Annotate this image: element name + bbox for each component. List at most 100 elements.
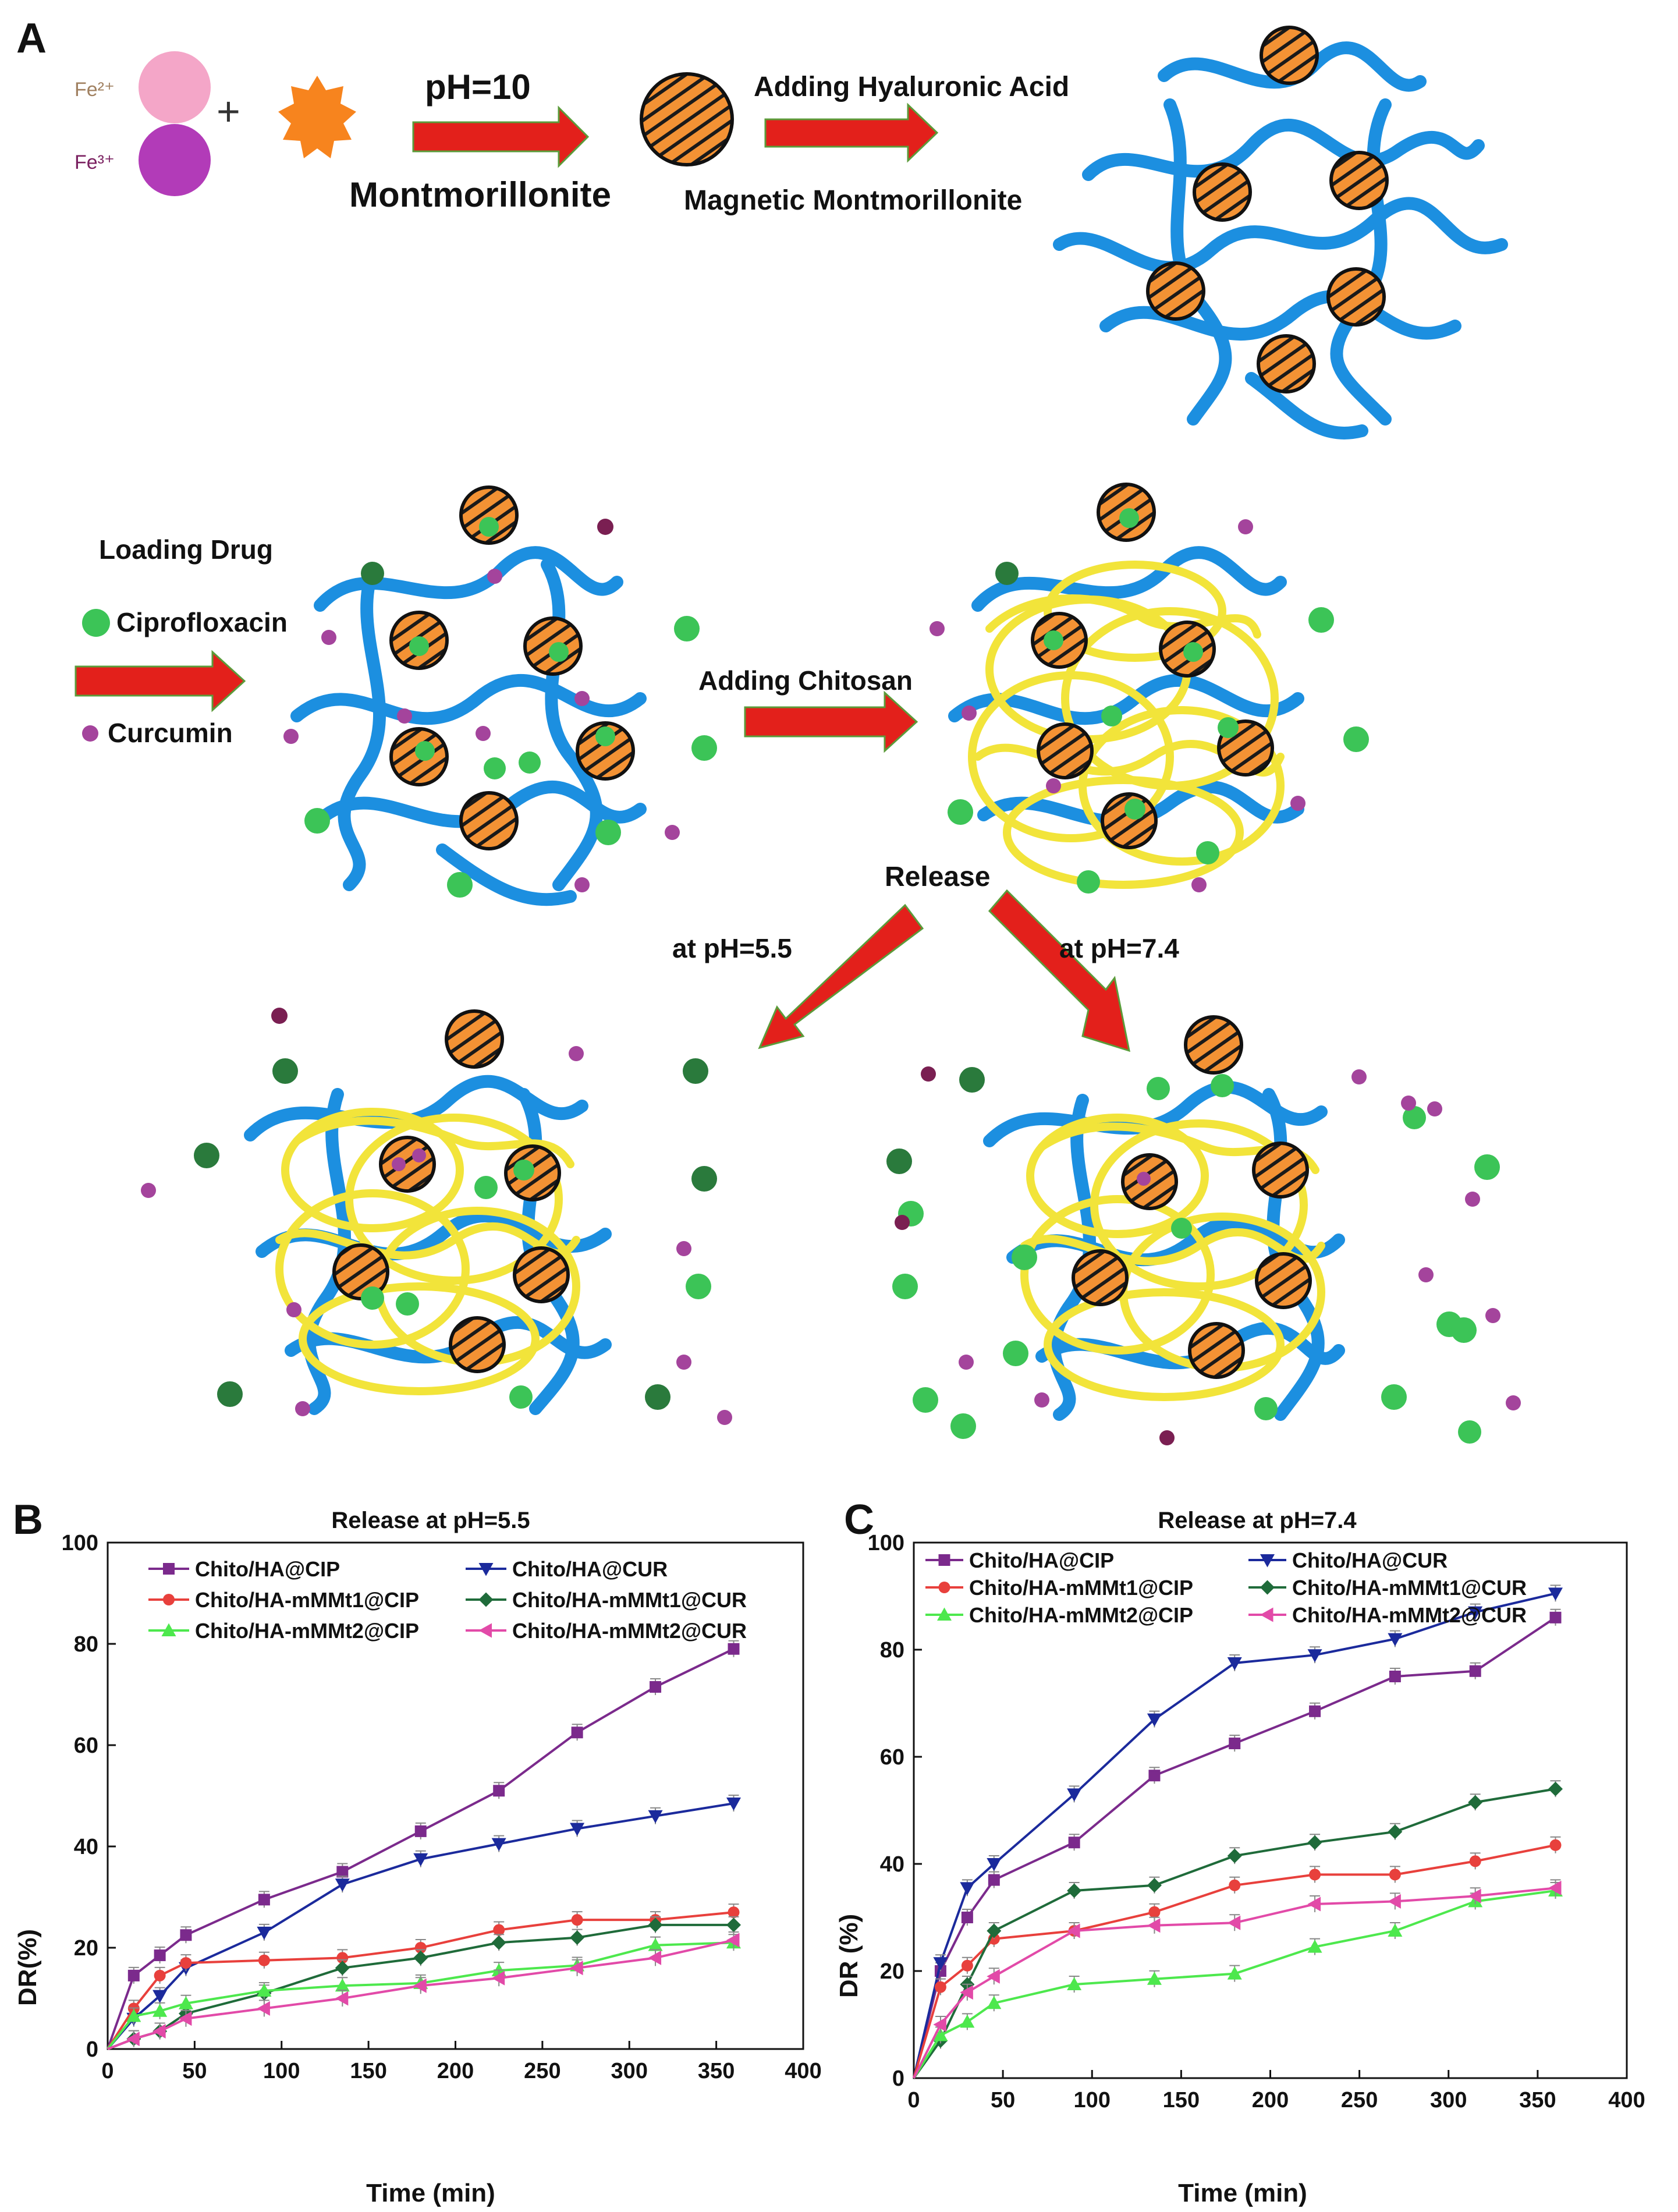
data-point [1227, 1657, 1242, 1671]
data-point [178, 1996, 193, 2009]
y-tick-label: 20 [880, 1959, 904, 1984]
data-point [126, 2008, 141, 2022]
data-point [1067, 1883, 1082, 1898]
data-point [414, 1825, 427, 1837]
data-point [414, 1942, 427, 1954]
data-point [1388, 1923, 1403, 1937]
legend-label: Chito/HA-mMMt2@CIP [969, 1603, 1193, 1627]
fe2-label: Fe²⁺ [75, 79, 115, 101]
data-point [1068, 1837, 1080, 1849]
data-point [1227, 1848, 1242, 1863]
data-point [1388, 1894, 1401, 1909]
legend-label: Chito/HA@CUR [512, 1557, 668, 1581]
data-point [728, 1906, 740, 1919]
legend-label: Chito/HA-mMMt2@CUR [1292, 1603, 1527, 1627]
data-point [1067, 1788, 1082, 1802]
data-point [491, 1970, 505, 1986]
released-composite-ph55-icon [141, 1008, 732, 1425]
data-point [960, 1882, 975, 1895]
legend-label: Chito/HA@CUR [1292, 1548, 1448, 1572]
ciprofloxacin-label: Ciprofloxacin [116, 607, 288, 637]
magnetic-nanoparticle-icon [640, 72, 734, 166]
release-ph74-label: at pH=7.4 [1059, 933, 1179, 963]
data-point [152, 1990, 168, 2004]
data-point [1227, 1915, 1241, 1930]
x-tick-label: 200 [437, 2059, 474, 2083]
x-tick-label: 300 [1430, 2088, 1467, 2112]
data-point [257, 1983, 272, 1997]
data-point [933, 1957, 948, 1970]
data-point [1229, 1738, 1241, 1749]
ciprofloxacin-icon [82, 609, 110, 637]
fe3-ion-icon [139, 124, 211, 196]
magnetic-mmt-label: Magnetic Montmorillonite [684, 185, 1022, 216]
series-line [913, 1788, 1556, 2079]
adding-chitosan-label: Adding Chitosan [698, 665, 913, 696]
data-point [933, 2017, 946, 2032]
ph10-label: pH=10 [425, 68, 531, 107]
plot-area: 0 50 100 150 200 250 300 350 400 0 20 40 60 80 100 Chit… [868, 1531, 1645, 2112]
legend-label: Chito/HA-mMMt1@CIP [969, 1576, 1193, 1600]
data-point [728, 1643, 740, 1655]
data-point [413, 1853, 428, 1867]
legend-marker [1260, 1554, 1275, 1568]
chitosan-coated-composite-icon [930, 483, 1369, 894]
data-point [571, 1914, 583, 1926]
data-point [154, 1949, 166, 1962]
y-tick-label: 20 [74, 1936, 98, 1961]
x-tick-label: 300 [611, 2059, 648, 2083]
data-point [571, 1727, 583, 1739]
arrow-icon [758, 903, 924, 1050]
panel-label-b: B [13, 1497, 43, 1543]
data-point [493, 1785, 505, 1797]
y-tick-label: 60 [74, 1734, 98, 1758]
data-point [650, 1681, 662, 1693]
fe2-ion-icon [139, 51, 211, 123]
data-point [413, 1978, 427, 1993]
released-composite-ph74-icon [886, 1015, 1521, 1445]
data-point [934, 1981, 946, 1993]
data-point [1147, 1713, 1162, 1727]
data-point [1067, 1977, 1082, 1990]
panel-label-c: C [844, 1497, 874, 1543]
data-point [1548, 1587, 1563, 1601]
data-point [1469, 1665, 1481, 1677]
legend-label: Chito/HA-mMMt1@CUR [512, 1588, 747, 1612]
series-line [107, 1802, 734, 2050]
data-point [570, 1930, 585, 1945]
data-point [1309, 1869, 1321, 1881]
data-point [491, 1838, 506, 1852]
legend-label: Chito/HA-mMMt1@CUR [1292, 1576, 1527, 1600]
legend-label: Chito/HA-mMMt1@CIP [195, 1588, 419, 1612]
data-point [726, 1798, 741, 1811]
data-point [960, 2014, 975, 2028]
legend-marker [163, 1594, 175, 1605]
y-axis-label: DR (%) [838, 1914, 863, 1998]
y-tick-label: 80 [74, 1632, 98, 1657]
data-point [152, 2024, 166, 2039]
x-tick-label: 150 [350, 2059, 386, 2083]
x-tick-label: 350 [1519, 2088, 1556, 2112]
x-tick-label: 200 [1252, 2088, 1289, 2112]
legend-marker [938, 1554, 950, 1566]
legend-marker [937, 1607, 952, 1621]
x-axis-label: Time (min) [366, 2179, 495, 2207]
x-tick-label: 50 [991, 2088, 1015, 2112]
release-chart-ph55: B Release at pH=5.5 0 50 100 150 200 250 300 35… [13, 1497, 822, 2207]
release-ph55-label: at pH=5.5 [672, 933, 792, 963]
drug-loaded-composite-icon [283, 485, 717, 906]
fe3-label: Fe³⁺ [75, 151, 115, 173]
data-point [1468, 1888, 1481, 1903]
curcumin-icon [82, 725, 98, 742]
arrow-icon [744, 690, 918, 753]
x-tick-label: 400 [1608, 2088, 1645, 2112]
panel-label-a: A [16, 15, 47, 62]
y-tick-label: 60 [880, 1745, 904, 1770]
data-point [336, 1866, 349, 1878]
data-point [726, 1917, 741, 1933]
legend-marker [478, 1623, 492, 1638]
data-point [335, 1961, 350, 1976]
y-tick-label: 80 [880, 1638, 904, 1662]
curcumin-label: Curcumin [108, 718, 233, 748]
data-point [178, 2011, 192, 2026]
